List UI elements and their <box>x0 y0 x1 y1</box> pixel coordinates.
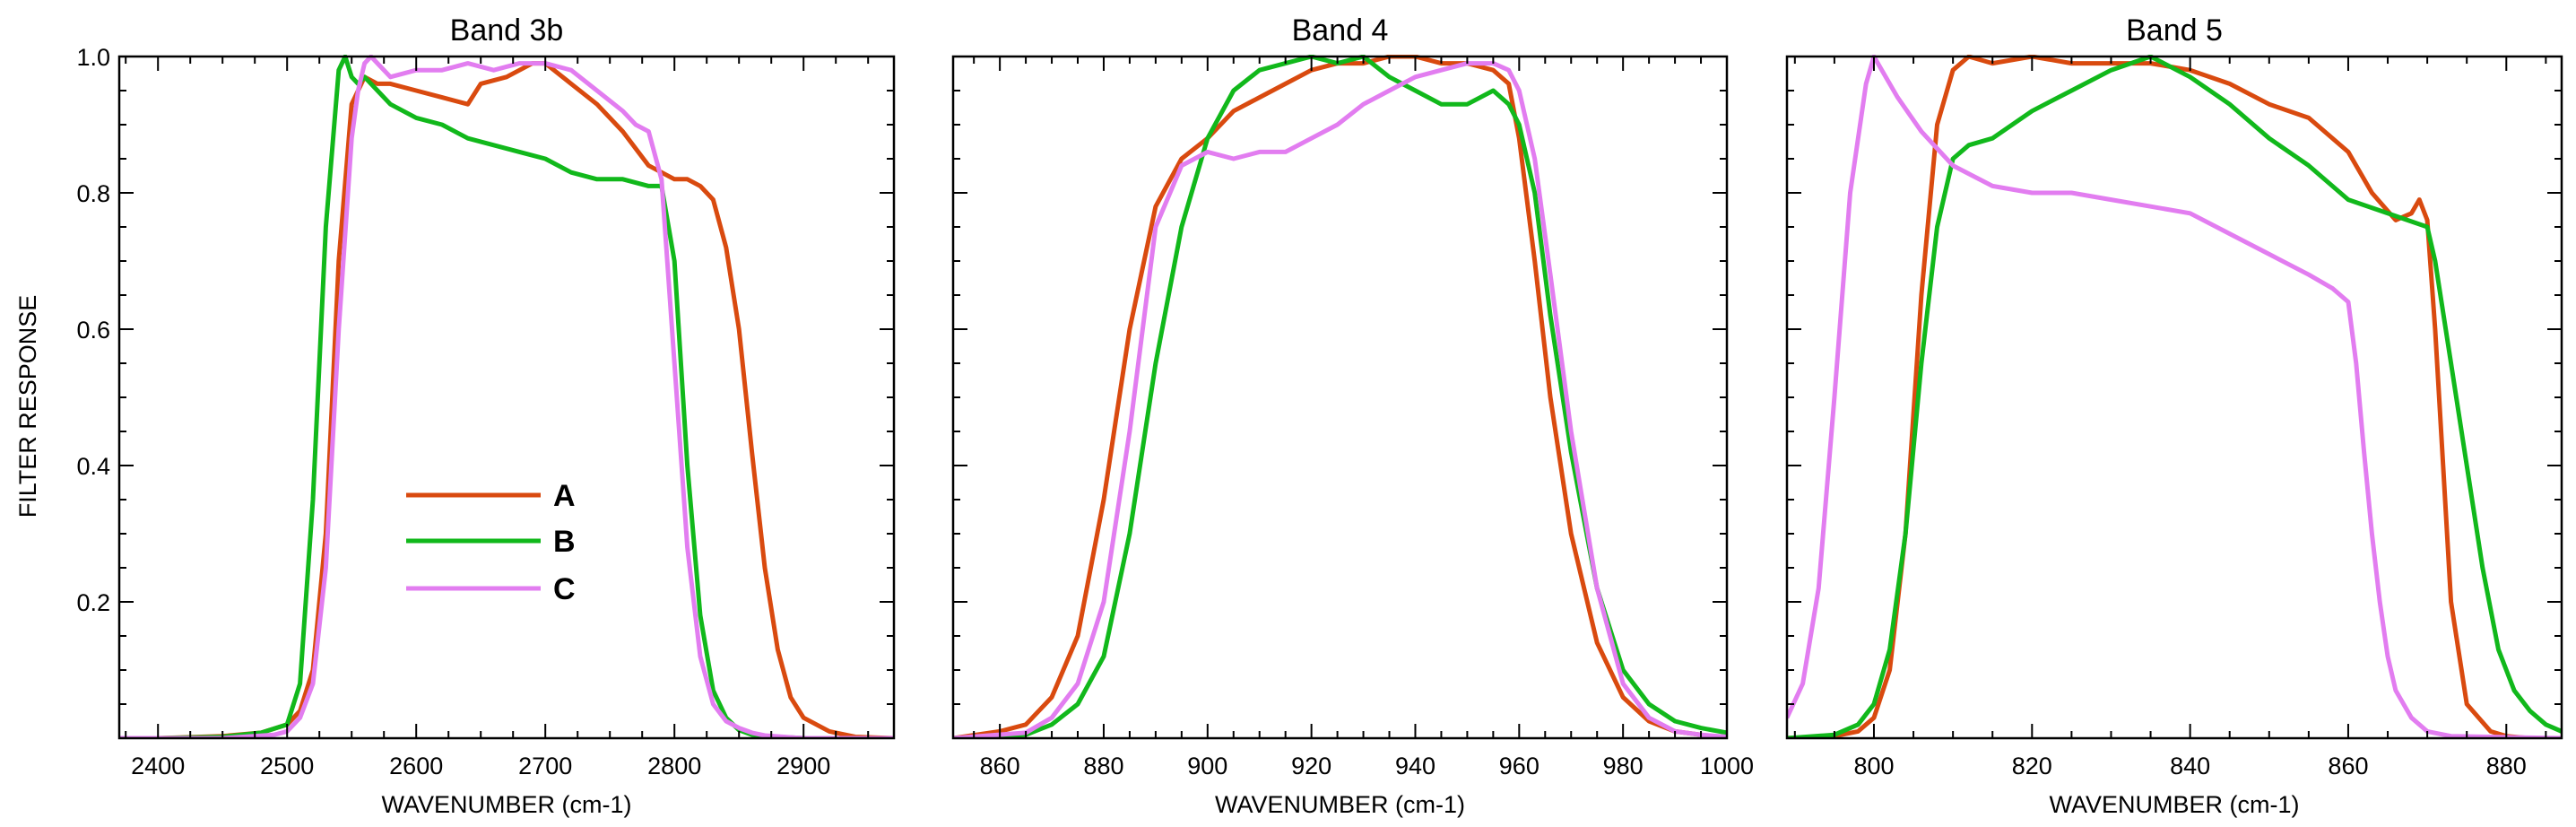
x-tick-label: 920 <box>1291 753 1331 779</box>
x-tick-label: 2600 <box>389 753 443 779</box>
x-tick-label: 840 <box>2170 753 2210 779</box>
x-tick-label: 2800 <box>647 753 701 779</box>
x-tick-label: 940 <box>1395 753 1435 779</box>
x-tick-label: 2700 <box>518 753 572 779</box>
x-tick-label: 880 <box>2486 753 2527 779</box>
x-tick-label: 880 <box>1083 753 1123 779</box>
x-tick-label: 860 <box>980 753 1020 779</box>
series-line-c <box>1787 55 2562 738</box>
y-tick-label: 0.2 <box>76 589 110 616</box>
x-tick-label: 860 <box>2328 753 2368 779</box>
y-tick-label: 0.4 <box>76 453 110 480</box>
series-line-a <box>119 61 894 738</box>
series-line-c <box>953 61 1727 738</box>
panel-band-4: Band 4 860 880 900 920 940 960 980 1000 WAVENUMBE… <box>951 13 1754 818</box>
x-tick-label: 1000 <box>1700 753 1754 779</box>
series-line-b <box>1787 55 2562 738</box>
x-tick-label: 800 <box>1853 753 1894 779</box>
x-tick-label: 900 <box>1187 753 1227 779</box>
panel-band-5: Band 5 800 820 840 860 880 WAVENUMBER (cm-1) <box>1785 13 2563 818</box>
chart-title-band-5: Band 5 <box>2126 13 2223 48</box>
y-tick-label: 1.0 <box>76 44 110 71</box>
y-tick-label: 0.8 <box>76 180 110 207</box>
series-line-c <box>119 55 894 738</box>
x-tick-label: 2500 <box>260 753 314 779</box>
x-tick-label: 980 <box>1603 753 1644 779</box>
x-axis-label: WAVENUMBER (cm-1) <box>1215 791 1465 818</box>
x-tick-label: 820 <box>2012 753 2052 779</box>
x-axis-label: WAVENUMBER (cm-1) <box>382 791 632 818</box>
x-axis-label: WAVENUMBER (cm-1) <box>2050 791 2300 818</box>
series-line-a <box>953 55 1727 738</box>
chart-title-band-4: Band 4 <box>1292 13 1389 48</box>
panel-band-3b: Band 3b 2400 2500 2600 2700 2800 2900 0.2 0.4 0.6… <box>76 13 896 818</box>
plot-frame <box>1785 55 2563 740</box>
legend-label-a: A <box>553 479 576 513</box>
chart-title-band-3b: Band 3b <box>450 13 564 48</box>
x-tick-label: 2900 <box>776 753 830 779</box>
legend: A B C <box>406 479 576 606</box>
figure-ylabel: FILTER RESPONSE <box>14 295 41 518</box>
legend-label-b: B <box>553 525 576 559</box>
series-line-b <box>119 55 894 738</box>
y-tick-label: 0.6 <box>76 317 110 344</box>
legend-label-c: C <box>553 572 576 606</box>
series-line-a <box>1787 55 2562 738</box>
x-tick-label: 960 <box>1499 753 1540 779</box>
x-tick-label: 2400 <box>131 753 185 779</box>
